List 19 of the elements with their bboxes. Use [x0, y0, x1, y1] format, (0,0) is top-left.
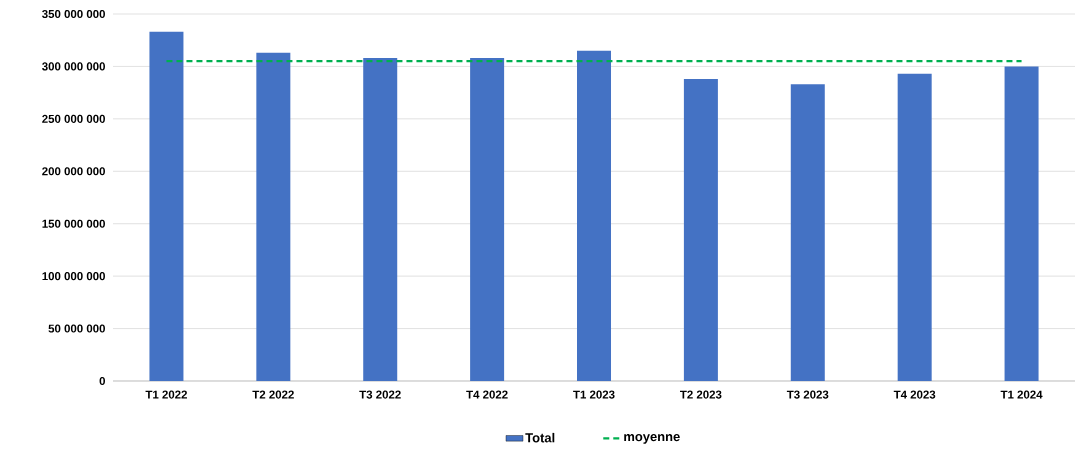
- x-tick-label: T3 2023: [786, 390, 829, 399]
- x-tick-label: T1 2022: [145, 390, 187, 399]
- y-tick-label: 350 000 000: [42, 9, 105, 19]
- x-tick-label: T4 2023: [893, 390, 936, 399]
- y-tick-label: 100 000 000: [42, 272, 105, 281]
- x-tick-label: T4 2022: [466, 390, 508, 399]
- x-tick-label: T1 2023: [573, 390, 615, 399]
- y-tick-label: 50 000 000: [48, 324, 105, 333]
- y-tick-label: 0: [99, 376, 106, 386]
- y-tick-label: 300 000 000: [42, 62, 105, 71]
- y-tick-label: 150 000 000: [42, 219, 105, 228]
- x-tick-label: T2 2022: [252, 390, 294, 399]
- legend-label: Total: [525, 432, 555, 443]
- x-tick-label: T2 2023: [680, 390, 722, 399]
- x-tick-label: T3 2022: [359, 390, 401, 399]
- x-tick-label: T1 2024: [1000, 390, 1043, 399]
- y-tick-label: 200 000 000: [42, 167, 105, 176]
- y-tick-label: 250 000 000: [42, 114, 105, 123]
- legend-label: moyenne: [624, 434, 680, 444]
